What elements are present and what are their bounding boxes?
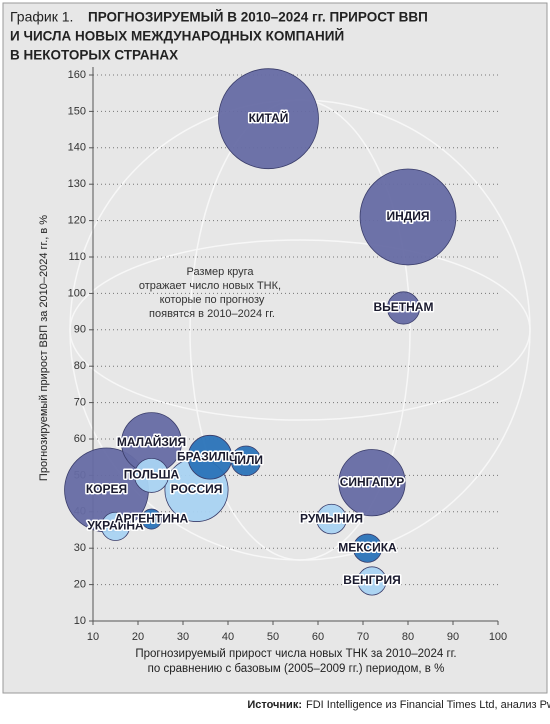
bubble-label: СИНГАПУР: [340, 475, 405, 489]
bubble-label: КИТАЙ: [249, 110, 289, 125]
y-tick-label: 110: [68, 251, 86, 263]
y-tick-label: 120: [68, 215, 86, 227]
bubble: [386, 291, 421, 325]
y-tick-label: 100: [68, 287, 86, 299]
bubble: [141, 508, 162, 530]
y-tick-label: 80: [74, 360, 86, 372]
title-prefix: График 1.: [10, 9, 73, 25]
bubble-label: ВЕНГРИЯ: [343, 573, 400, 587]
x-tick-label: 70: [357, 631, 369, 643]
bubble: [316, 503, 347, 535]
y-axis-label: Прогнозируемый прирост ВВП за 2010–2024 …: [38, 215, 50, 481]
bubble: [218, 68, 319, 170]
bubble-label: УКРАИНА: [87, 519, 144, 533]
y-tick-label: 30: [74, 542, 86, 554]
x-axis-label: по сравнению с базовым (2005–2009 гг.) п…: [148, 663, 445, 675]
y-tick-label: 160: [68, 69, 86, 81]
x-tick-label: 40: [222, 631, 234, 643]
x-axis-label: Прогнозируемый прирост числа новых ТНК з…: [135, 648, 456, 660]
y-tick-label: 60: [74, 433, 86, 445]
bubble: [338, 449, 406, 517]
x-tick-label: 10: [87, 631, 99, 643]
bubble-label: АРГЕНТИНА: [115, 511, 189, 525]
bubble-label: ИНДИЯ: [386, 209, 429, 223]
y-tick-label: 140: [68, 142, 86, 154]
annotation: появятся в 2010–2024 гг.: [149, 308, 275, 320]
x-tick-label: 90: [447, 631, 459, 643]
y-tick-label: 10: [74, 615, 86, 627]
bubble-label: КОРЕЯ: [86, 482, 127, 496]
y-tick-label: 70: [74, 397, 86, 409]
bubble-label: РУМЫНИЯ: [300, 511, 363, 525]
bubble: [134, 457, 169, 493]
bubble: [357, 566, 387, 596]
title-line: ПРОГНОЗИРУЕМЫЙ В 2010–2024 гг. ПРИРОСТ В…: [88, 10, 428, 25]
annotation: Размер круга: [186, 266, 254, 278]
bubble: [100, 511, 131, 541]
annotation: отражает число новых ТНК,: [139, 280, 281, 292]
bubble-label: ЧИЛИ: [229, 453, 263, 467]
x-tick-label: 60: [312, 631, 324, 643]
bubble-label: ПОЛЬША: [124, 468, 180, 482]
x-tick-label: 80: [402, 631, 414, 643]
x-tick-label: 100: [489, 631, 507, 643]
bubble-label: МЕКСИКА: [338, 540, 397, 554]
source-label: Источник:: [247, 699, 302, 711]
y-tick-label: 90: [74, 324, 86, 336]
y-tick-label: 150: [68, 105, 86, 117]
bubble-label: БРАЗИЛИЯ: [177, 449, 243, 463]
bubble-label: РОССИЯ: [171, 482, 223, 496]
title-line: В НЕКОТОРЫХ СТРАНАХ: [10, 48, 178, 63]
bubble: [352, 533, 383, 563]
bubble-label: МАЛАЙЗИЯ: [117, 434, 186, 449]
x-tick-label: 50: [267, 631, 279, 643]
x-tick-label: 30: [177, 631, 189, 643]
annotation: которые по прогнозу: [160, 294, 265, 306]
bubble: [359, 168, 457, 266]
source-text: FDI Intelligence из Financial Times Ltd,…: [306, 699, 550, 711]
bubble-label: ВЬЕТНАМ: [374, 300, 434, 314]
x-tick-label: 20: [132, 631, 144, 643]
y-tick-label: 20: [74, 579, 86, 591]
bubble: [230, 445, 262, 477]
y-tick-label: 130: [68, 178, 86, 190]
title-line: И ЧИСЛА НОВЫХ МЕЖДУНАРОДНЫХ КОМПАНИЙ: [10, 29, 344, 44]
